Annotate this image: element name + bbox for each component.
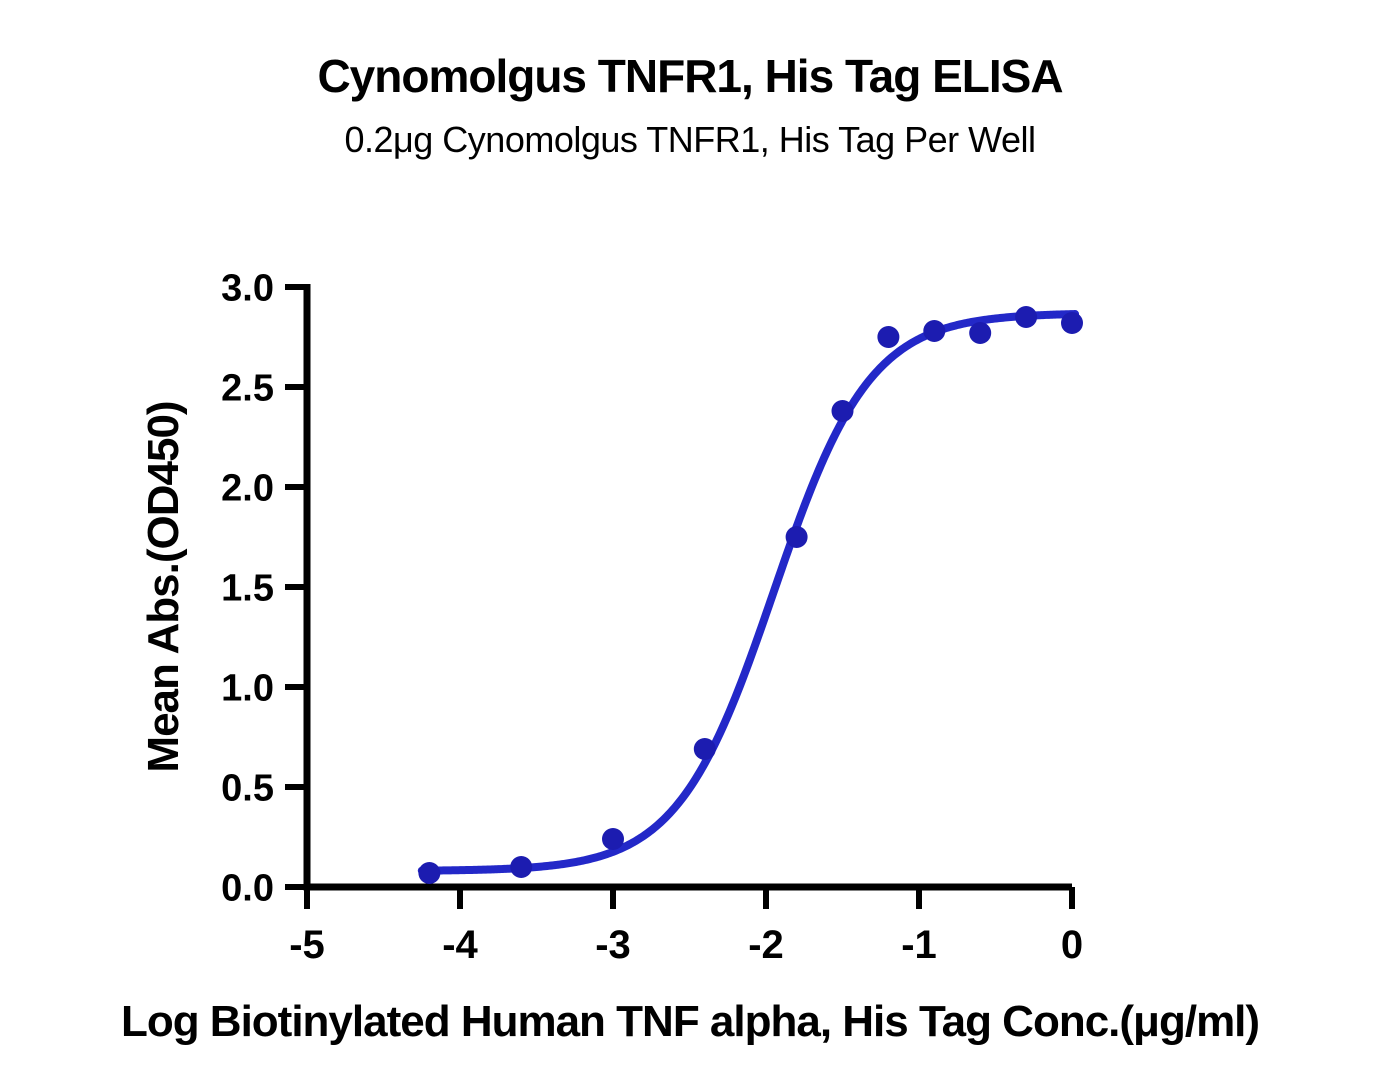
- y-tick-label: 3.0: [221, 267, 274, 309]
- y-tick-label: 1.5: [221, 567, 274, 609]
- x-tick-label: -5: [289, 923, 325, 967]
- dose-response-curve: [417, 310, 1080, 875]
- x-axis-title: Log Biotinylated Human TNF alpha, His Ta…: [121, 997, 1259, 1046]
- data-point: [785, 526, 808, 548]
- data-point: [969, 322, 992, 344]
- data-points: [418, 306, 1083, 884]
- data-point: [602, 828, 624, 850]
- data-point: [418, 862, 441, 884]
- x-tick-label: 0: [1061, 923, 1083, 967]
- y-tick-label: 2.0: [221, 467, 274, 509]
- x-tick-label: -2: [748, 923, 784, 967]
- x-axis-ticks: -5 -4 -3 -2 -1 0: [289, 887, 1083, 967]
- y-tick-label: 1.0: [221, 667, 274, 709]
- data-point: [877, 326, 900, 348]
- y-axis-title: Mean Abs.(OD450): [139, 401, 188, 772]
- y-tick-label: 0.5: [221, 767, 274, 809]
- x-tick-label: -4: [442, 923, 478, 967]
- data-point: [1015, 306, 1038, 328]
- data-point: [510, 856, 533, 878]
- x-tick-label: -3: [595, 923, 631, 967]
- data-point: [831, 400, 854, 422]
- data-point: [1061, 312, 1083, 334]
- data-point: [923, 320, 946, 342]
- y-tick-label: 0.0: [221, 867, 274, 909]
- y-tick-label: 2.5: [221, 367, 274, 409]
- fit-curve-path: [417, 310, 1080, 875]
- x-tick-label: -1: [901, 923, 937, 967]
- axis-spines: [303, 284, 1072, 891]
- chart-title: Cynomolgus TNFR1, His Tag ELISA: [317, 50, 1062, 102]
- chart-subtitle: 0.2μg Cynomolgus TNFR1, His Tag Per Well: [344, 119, 1035, 160]
- data-point: [693, 738, 716, 760]
- y-axis-ticks: 0.0 0.5 1.0 1.5 2.0 2.5 3.0: [221, 267, 307, 909]
